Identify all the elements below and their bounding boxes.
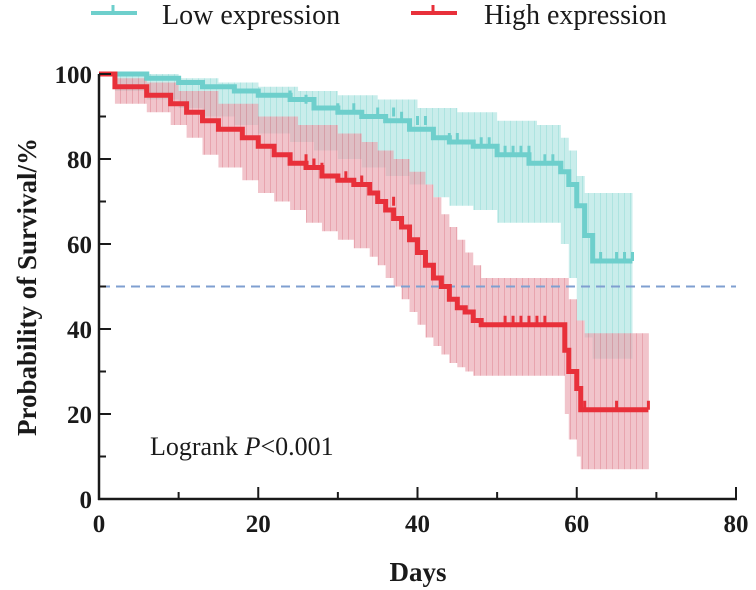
legend-item-high: High expression bbox=[411, 0, 667, 31]
logrank-prefix: Logrank bbox=[150, 432, 245, 461]
y-tick-label: 0 bbox=[80, 487, 93, 514]
ticks: 0 20 40 60 80 0 20 40 60 80 100 bbox=[55, 62, 749, 538]
x-tick-label: 20 bbox=[246, 511, 271, 538]
legend-label-high: High expression bbox=[484, 0, 667, 31]
y-tick-label: 80 bbox=[67, 147, 92, 174]
confidence-band-high bbox=[99, 74, 649, 470]
confidence-bands bbox=[99, 74, 649, 470]
x-tick-label: 60 bbox=[564, 511, 589, 538]
legend: Low expression High expression bbox=[91, 0, 667, 31]
x-tick-label: 40 bbox=[405, 511, 430, 538]
logrank-annotation: Logrank P<0.001 bbox=[150, 432, 334, 461]
logrank-value: <0.001 bbox=[260, 432, 333, 461]
legend-label-low: Low expression bbox=[162, 0, 340, 31]
survival-curve-high bbox=[99, 71, 649, 413]
y-tick-label: 40 bbox=[67, 317, 92, 344]
y-tick-label: 100 bbox=[55, 62, 93, 89]
survival-curve-low bbox=[99, 71, 633, 264]
x-tick-label: 0 bbox=[93, 511, 106, 538]
y-tick-label: 20 bbox=[67, 402, 92, 429]
x-tick-label: 80 bbox=[724, 511, 749, 538]
legend-item-low: Low expression bbox=[91, 0, 340, 31]
logrank-p: P bbox=[244, 432, 261, 461]
y-axis-title: Probability of Survival/% bbox=[12, 138, 42, 436]
survival-curves bbox=[99, 71, 650, 413]
x-axis-title: Days bbox=[389, 557, 446, 587]
y-tick-label: 60 bbox=[67, 232, 92, 259]
